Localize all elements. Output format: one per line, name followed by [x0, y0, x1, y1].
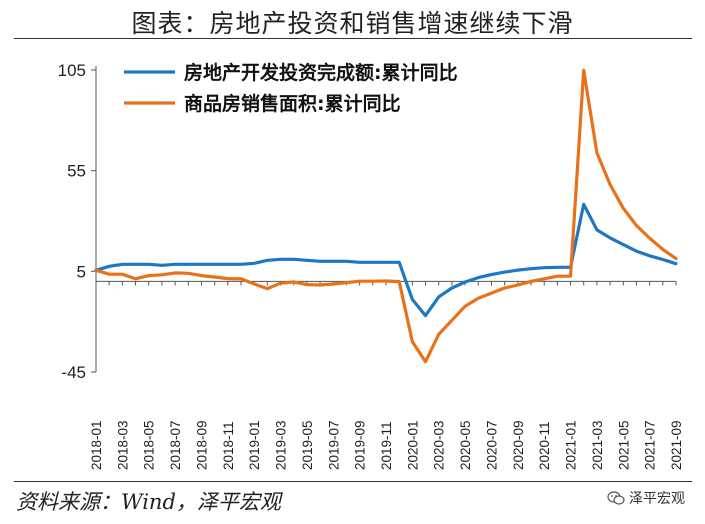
- x-tick-label: 2020-11: [537, 421, 552, 470]
- legend-label: 商品房销售面积:累计同比: [184, 92, 401, 115]
- x-tick-label: 2018-01: [89, 420, 104, 470]
- x-tick-label: 2019-03: [274, 420, 289, 470]
- x-tick-label: 2019-11: [379, 421, 394, 470]
- x-tick-label: 2020-05: [458, 420, 473, 470]
- source-note: 资料来源：Wind，泽平宏观: [16, 490, 281, 514]
- x-tick-label: 2019-01: [247, 420, 262, 470]
- x-tick-label: 2018-05: [142, 420, 157, 470]
- y-tick-label: 5: [77, 262, 86, 281]
- watermark: 泽平宏观: [607, 488, 685, 508]
- x-tick-label: 2021-01: [564, 420, 579, 470]
- x-tick-label: 2019-05: [300, 420, 315, 470]
- legend-label: 房地产开发投资完成额:累计同比: [184, 61, 458, 84]
- title-rule: [14, 38, 692, 39]
- y-tick-label: 105: [58, 61, 86, 80]
- x-tick-label: 2021-09: [669, 420, 684, 470]
- x-tick-label: 2020-07: [484, 420, 499, 470]
- page-title: 图表：房地产投资和销售增速继续下滑: [131, 9, 574, 38]
- x-tick-label: 2018-03: [115, 420, 130, 470]
- wechat-icon: [607, 491, 625, 505]
- watermark-text: 泽平宏观: [629, 491, 685, 507]
- x-tick-label: 2021-03: [590, 420, 605, 470]
- footer-rule: [14, 481, 692, 482]
- x-tick-label: 2019-07: [326, 420, 341, 470]
- x-tick-label: 2020-03: [432, 420, 447, 470]
- x-tick-label: 2020-01: [405, 420, 420, 470]
- x-tick-label: 2019-09: [353, 420, 368, 470]
- x-tick-label: 2018-11: [221, 421, 236, 470]
- y-tick-label: 55: [67, 162, 86, 181]
- x-tick-label: 2018-07: [168, 420, 183, 470]
- x-tick-label: 2021-07: [643, 420, 658, 470]
- series-line-1: [94, 202, 678, 318]
- x-tick-label: 2018-09: [194, 420, 209, 470]
- y-tick-label: -45: [61, 363, 86, 382]
- series-line-2: [94, 68, 678, 364]
- x-tick-label: 2021-05: [616, 420, 631, 470]
- x-tick-label: 2020-09: [511, 420, 526, 470]
